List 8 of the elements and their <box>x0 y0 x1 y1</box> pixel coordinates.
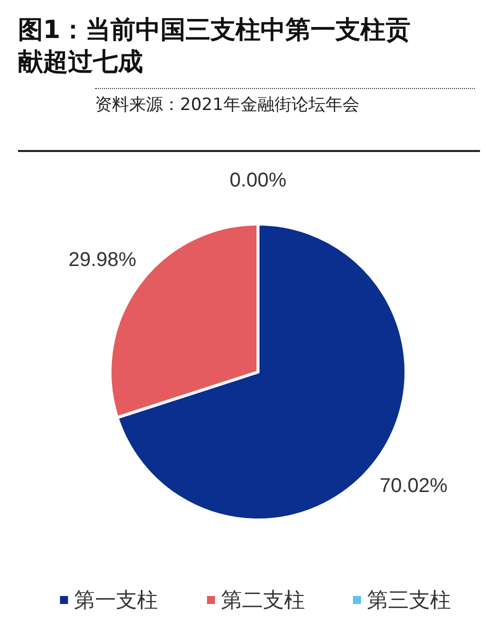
chart-title: 图1：当前中国三支柱中第一支柱贡献超过七成 <box>18 14 412 78</box>
legend-label: 第三支柱 <box>367 588 451 612</box>
data-label: 70.02% <box>380 475 448 498</box>
data-label: 29.98% <box>68 248 137 271</box>
legend-label: 第一支柱 <box>74 588 158 612</box>
text: 0.00% <box>230 170 286 192</box>
legend-label: 第二支柱 <box>221 588 305 612</box>
chart-subtitle: 资料来源：2021年金融街论坛年会 <box>95 88 475 117</box>
